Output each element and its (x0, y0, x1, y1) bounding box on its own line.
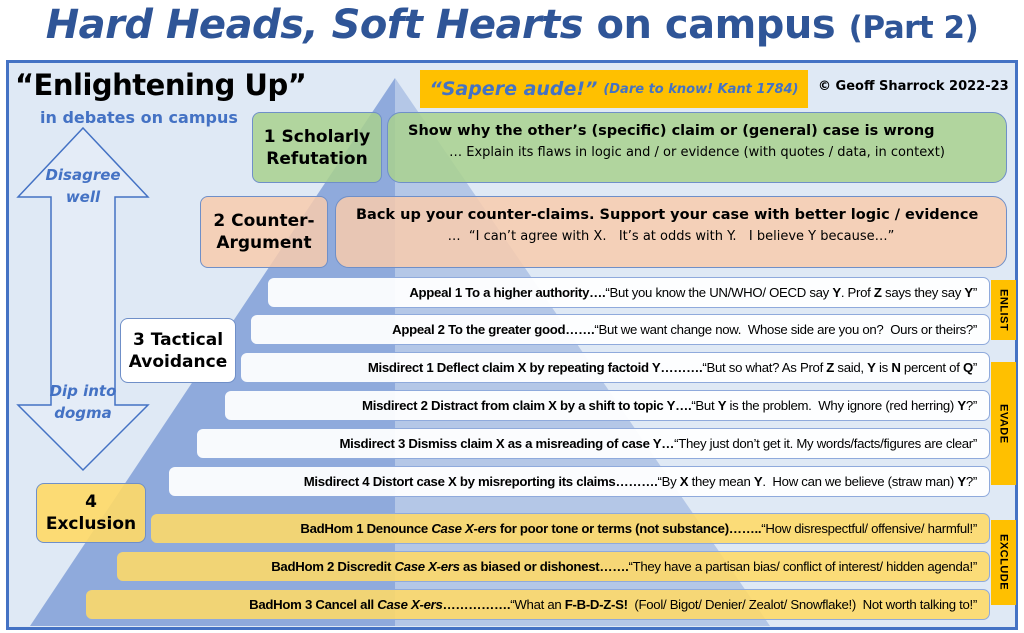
quote-segment: X (679, 474, 689, 489)
tactic-quote: “They just don’t get it. My words/facts/… (674, 436, 977, 451)
quote-segment: is (875, 360, 892, 375)
quote-segment: Y (832, 285, 841, 300)
level-4-line1: 4 (85, 492, 97, 512)
tactic-quote: “By X they mean Y. How can we believe (s… (657, 474, 977, 489)
quote-segment: Y (957, 398, 966, 413)
motto-main: “Sapere aude!” (429, 78, 598, 100)
quote-segment: “How disrespectful/ offensive/ harmful!” (761, 521, 977, 536)
quote-segment: ?” (965, 474, 977, 489)
double-arrow-icon (16, 126, 150, 472)
quote-segment: says they say (881, 285, 965, 300)
tab-evade-label: EVADE (997, 403, 1010, 444)
tactic-row: BadHom 1 Denounce Case X-ers for poor to… (150, 513, 990, 544)
quote-segment: (Fool/ Bigot/ Denier/ Zealot/ Snowflake!… (627, 597, 977, 612)
quote-segment: N (891, 360, 901, 375)
level-3-line2: Avoidance (128, 351, 228, 372)
level-2-line1: 2 Counter- (213, 211, 315, 231)
level-1-line2: Refutation (266, 148, 368, 169)
tactic-quote: “They have a partisan bias/ conflict of … (628, 559, 977, 574)
level-2-label: 2 Counter- Argument (200, 196, 328, 268)
level-4-label: 4 Exclusion (36, 483, 146, 543)
quote-segment: Z (873, 285, 882, 300)
quote-segment: Q (962, 360, 973, 375)
tactic-label: Appeal 1 To a higher authority…. (409, 285, 606, 300)
tactic-quote: “What an F-B-D-Z-S! (Fool/ Bigot/ Denier… (510, 597, 977, 612)
tab-enlist-label: ENLIST (997, 288, 1010, 332)
level-3-label: 3 Tactical Avoidance (120, 318, 236, 383)
quote-segment: ” (972, 285, 977, 300)
level-1-description: Show why the other’s (specific) claim or… (387, 112, 1007, 183)
level-1-label: 1 Scholarly Refutation (252, 112, 382, 183)
level-3-line1: 3 Tactical (132, 329, 224, 350)
quote-segment: Z (826, 360, 835, 375)
tactic-row: Misdirect 1 Deflect claim X by repeating… (240, 352, 990, 383)
quote-segment: they mean (688, 474, 754, 489)
quote-segment: “But (691, 398, 718, 413)
title-part: (Part 2) (848, 10, 979, 46)
arrow-bottom-label: Dip into dogma (49, 382, 117, 422)
quote-segment: “But you know the UN/WHO/ OECD say (605, 285, 833, 300)
quote-segment: said, (834, 360, 868, 375)
quote-segment: is the problem. Why ignore (red herring) (726, 398, 958, 413)
tactic-quote: “How disrespectful/ offensive/ harmful!” (761, 521, 977, 536)
tactic-label: Misdirect 2 Distract from claim X by a s… (362, 398, 692, 413)
subheading: in debates on campus (40, 108, 238, 127)
tactic-row: Misdirect 3 Dismiss claim X as a misread… (196, 428, 990, 459)
level-2-description: Back up your counter-claims. Support you… (335, 196, 1007, 268)
arrow-top-label: Disagree well (45, 166, 121, 206)
quote-segment: Y (753, 474, 763, 489)
tab-enlist: ENLIST (991, 280, 1016, 340)
tab-exclude-label: EXCLUDE (997, 534, 1010, 591)
quote-segment: ?” (965, 398, 977, 413)
page-title: Hard Heads, Soft Hearts on campus (Part … (0, 2, 1024, 48)
level-1-head: Show why the other’s (specific) claim or… (408, 123, 935, 139)
tactic-row: BadHom 2 Discredit Case X-ers as biased … (116, 551, 990, 582)
quote-segment: Y (867, 360, 876, 375)
tactic-label: BadHom 1 Denounce Case X-ers for poor to… (300, 521, 762, 536)
tactic-quote: “But you know the UN/WHO/ OECD say Y. Pr… (605, 285, 977, 300)
level-4-line2: Exclusion (45, 514, 137, 534)
tactic-row: BadHom 3 Cancel all Case X-ers……………. “Wha… (85, 589, 990, 620)
quote-segment: “By (657, 474, 680, 489)
tactic-label: Misdirect 1 Deflect claim X by repeating… (367, 360, 703, 375)
tactic-quote: “But Y is the problem. Why ignore (red h… (691, 398, 977, 413)
heading: “Enlightening Up” (15, 68, 307, 102)
quote-segment: percent of (900, 360, 963, 375)
quote-segment: “What an (510, 597, 565, 612)
quote-segment: Y (717, 398, 727, 413)
quote-segment: “They just don’t get it. My words/facts/… (674, 436, 977, 451)
level-2-head: Back up your counter-claims. Support you… (356, 207, 979, 223)
quote-segment: “But we want change now. Whose side are … (594, 322, 977, 337)
quote-segment: Y (964, 285, 973, 300)
tactic-row: Misdirect 2 Distract from claim X by a s… (224, 390, 990, 421)
tactic-label: Misdirect 4 Distort case X by misreporti… (303, 474, 658, 489)
tactic-row: Appeal 1 To a higher authority…. “But you… (267, 277, 990, 308)
quote-segment: ” (972, 360, 977, 375)
quote-segment: “They have a partisan bias/ conflict of … (628, 559, 977, 574)
copyright: © Geoff Sharrock 2022-23 (818, 79, 1009, 94)
level-2-sub: … “I can’t agree with X. It’s at odds wi… (447, 229, 895, 244)
tactic-label: Misdirect 3 Dismiss claim X as a misread… (339, 436, 675, 451)
title-rest: on campus (583, 2, 849, 48)
tactic-label: BadHom 2 Discredit Case X-ers as biased … (271, 559, 629, 574)
quote-segment: F-B-D-Z-S! (564, 597, 628, 612)
motto-box: “Sapere aude!” (Dare to know! Kant 1784) (420, 70, 808, 108)
quote-segment: . Prof (840, 285, 874, 300)
tactic-row: Appeal 2 To the greater good……. “But we w… (250, 314, 990, 345)
title-italic: Hard Heads, Soft Hearts (45, 2, 584, 48)
tactic-label: BadHom 3 Cancel all Case X-ers……………. (249, 597, 511, 612)
tactic-quote: “But so what? As Prof Z said, Y is N per… (702, 360, 977, 375)
level-1-line1: 1 Scholarly (263, 126, 371, 147)
tactic-quote: “But we want change now. Whose side are … (594, 322, 977, 337)
tactic-label: Appeal 2 To the greater good……. (392, 322, 595, 337)
tab-exclude: EXCLUDE (991, 520, 1016, 605)
quote-segment: . How can we believe (straw man) (762, 474, 958, 489)
tactic-row: Misdirect 4 Distort case X by misreporti… (168, 466, 990, 497)
motto-note: (Dare to know! Kant 1784) (603, 81, 799, 97)
quote-segment: Y (957, 474, 966, 489)
quote-segment: “But so what? As Prof (702, 360, 827, 375)
tab-evade: EVADE (991, 362, 1016, 485)
level-1-sub: … Explain its flaws in logic and / or ev… (449, 145, 945, 160)
level-2-line2: Argument (216, 233, 312, 253)
